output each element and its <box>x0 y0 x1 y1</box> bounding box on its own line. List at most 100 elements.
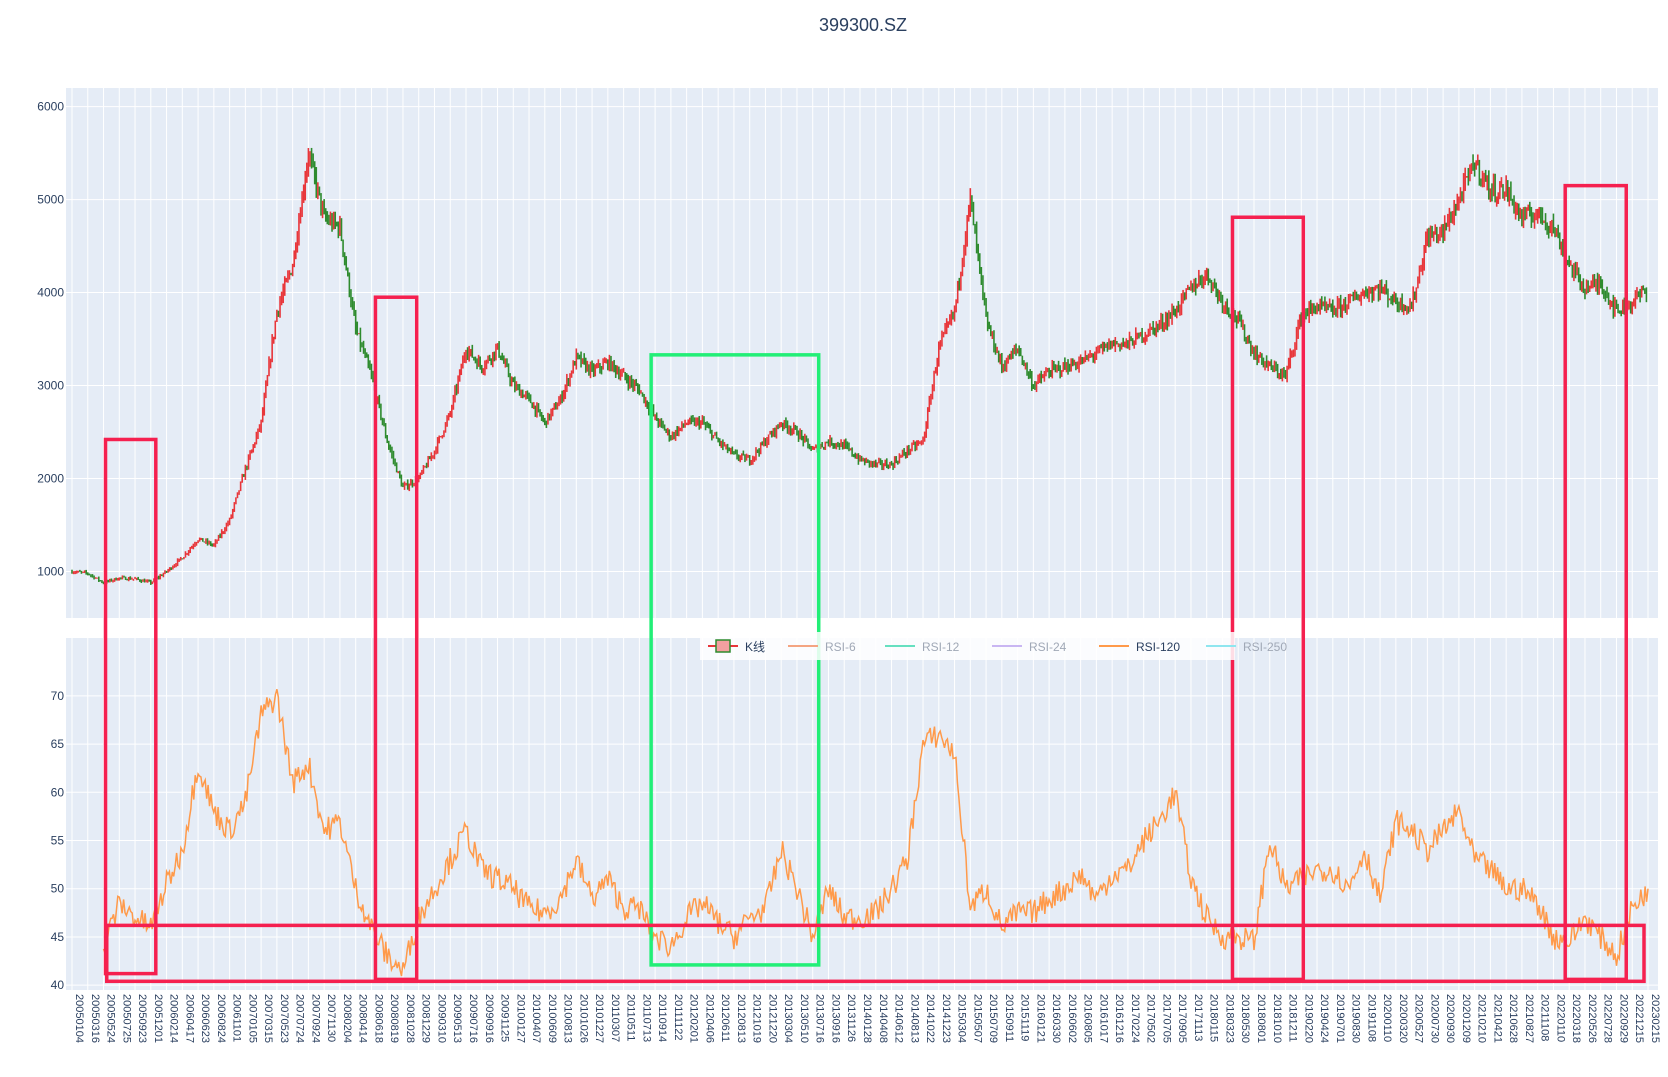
x-tick-label: 20130304 <box>782 994 794 1043</box>
x-tick-label: 20171113 <box>1192 994 1204 1041</box>
x-tick-label: 20220110 <box>1554 994 1566 1042</box>
x-tick-label: 20070315 <box>262 994 274 1043</box>
x-tick-label: 20161216 <box>1113 994 1125 1043</box>
x-tick-label: 20051201 <box>152 994 164 1043</box>
x-tick-label: 20120611 <box>719 994 731 1042</box>
y-tick-label: 2000 <box>37 472 64 486</box>
legend-label: RSI-250 <box>1243 640 1287 654</box>
x-tick-label: 20141022 <box>924 994 936 1043</box>
x-tick-label: 20130716 <box>814 994 826 1043</box>
x-tick-label: 20050725 <box>120 994 132 1043</box>
legend-label: RSI-24 <box>1029 640 1067 654</box>
x-tick-label: 20070724 <box>294 994 306 1043</box>
x-tick-label: 20100813 <box>562 994 574 1043</box>
x-tick-label: 20220526 <box>1586 994 1598 1043</box>
y-tick-label: 55 <box>51 834 65 848</box>
x-tick-label: 20070924 <box>309 994 321 1043</box>
x-tick-label: 20110511 <box>625 994 637 1041</box>
x-tick-label: 20060623 <box>199 994 211 1043</box>
legend-label: K线 <box>745 640 765 654</box>
x-tick-label: 20060824 <box>215 994 227 1043</box>
x-tick-label: 20180323 <box>1223 994 1235 1043</box>
y-tick-label: 1000 <box>37 565 64 579</box>
x-tick-label: 20170905 <box>1176 994 1188 1043</box>
annotation-box <box>103 437 158 976</box>
x-tick-label: 20170502 <box>1145 994 1157 1043</box>
x-tick-label: 20140612 <box>893 994 905 1043</box>
x-tick-label: 20050524 <box>105 994 117 1043</box>
annotation-box <box>1230 215 1306 982</box>
x-tick-label: 20070105 <box>246 994 258 1043</box>
chart-title: 399300.SZ <box>819 15 907 35</box>
x-tick-label: 20141223 <box>940 994 952 1043</box>
x-tick-label: 20150911 <box>1003 994 1015 1042</box>
x-tick-label: 20121019 <box>751 994 763 1043</box>
y-tick-label: 60 <box>51 785 65 799</box>
x-tick-label: 20150507 <box>971 994 983 1043</box>
y-tick-label: 50 <box>51 882 65 896</box>
x-tick-label: 20210827 <box>1523 994 1535 1043</box>
rsi-y-axis: 40 45 50 55 60 65 70 <box>51 689 65 992</box>
x-tick-label: 20200730 <box>1428 994 1440 1043</box>
x-tick-label: 20200110 <box>1381 994 1393 1042</box>
x-tick-label: 20210421 <box>1491 994 1503 1043</box>
x-tick-label: 20090513 <box>451 994 463 1043</box>
x-tick-label: 20160121 <box>1034 994 1046 1043</box>
x-tick-label: 20120406 <box>703 994 715 1043</box>
x-tick-label: 20081229 <box>420 994 432 1043</box>
price-panel <box>66 88 1658 618</box>
x-tick-label: 20191108 <box>1365 994 1377 1042</box>
x-tick-label: 20170224 <box>1129 994 1141 1043</box>
x-tick-label: 20090916 <box>483 994 495 1043</box>
x-tick-label: 20070523 <box>278 994 290 1043</box>
legend-label: RSI-6 <box>825 640 856 654</box>
legend: K线 RSI-6 RSI-12 RSI-24 RSI-120 RSI-250 <box>700 632 1287 660</box>
x-tick-label: 20160602 <box>1066 994 1078 1043</box>
x-tick-label: 20190220 <box>1302 994 1314 1043</box>
x-tick-label: 20090716 <box>467 994 479 1043</box>
y-tick-label: 65 <box>51 737 65 751</box>
y-tick-label: 5000 <box>37 193 64 207</box>
legend-swatch-box <box>715 639 731 653</box>
x-tick-label: 20100609 <box>546 994 558 1043</box>
x-tick-label: 20060214 <box>168 994 180 1043</box>
y-tick-label: 4000 <box>37 286 64 300</box>
x-tick-label: 20101227 <box>593 994 605 1043</box>
x-tick-label: 20080819 <box>388 994 400 1043</box>
x-tick-label: 20071130 <box>325 994 337 1042</box>
candlestick-series <box>71 147 1648 585</box>
y-tick-label: 70 <box>51 689 65 703</box>
x-tick-label: 20080204 <box>341 994 353 1043</box>
x-tick-label: 20131126 <box>845 994 857 1042</box>
x-tick-label: 20190701 <box>1334 994 1346 1043</box>
x-tick-label: 20050316 <box>89 994 101 1043</box>
x-tick-label: 20220929 <box>1617 994 1629 1043</box>
x-tick-label: 20181211 <box>1287 994 1299 1042</box>
x-tick-label: 20200320 <box>1397 994 1409 1043</box>
x-tick-label: 20140128 <box>861 994 873 1043</box>
x-tick-label: 20230215 <box>1649 994 1661 1043</box>
rsi-120-series <box>102 689 1649 977</box>
x-tick-label: 20200527 <box>1413 994 1425 1043</box>
annotation-band <box>105 923 1646 984</box>
x-tick-label: 20221215 <box>1633 994 1645 1043</box>
x-tick-label: 20181010 <box>1271 994 1283 1043</box>
x-tick-label: 20220728 <box>1602 994 1614 1043</box>
rsi-panel <box>66 638 1658 990</box>
x-tick-label: 20160805 <box>1082 994 1094 1043</box>
x-tick-label: 20100407 <box>530 994 542 1043</box>
x-tick-label: 20121220 <box>766 994 778 1043</box>
rsi-120-line <box>102 689 1649 977</box>
x-tick-label: 20120201 <box>688 994 700 1043</box>
x-tick-label: 20101026 <box>577 994 589 1043</box>
x-tick-label: 20110713 <box>640 994 652 1042</box>
x-tick-label: 20140408 <box>877 994 889 1043</box>
x-tick-label: 20081028 <box>404 994 416 1043</box>
price-y-axis: 1000 2000 3000 4000 5000 6000 <box>37 100 64 579</box>
x-tick-label: 20211108 <box>1539 994 1551 1041</box>
legend-label: RSI-120 <box>1136 640 1180 654</box>
x-tick-label: 20050923 <box>136 994 148 1043</box>
x-tick-label: 20100127 <box>514 994 526 1043</box>
x-tick-label: 20200930 <box>1444 994 1456 1043</box>
y-tick-label: 45 <box>51 930 65 944</box>
